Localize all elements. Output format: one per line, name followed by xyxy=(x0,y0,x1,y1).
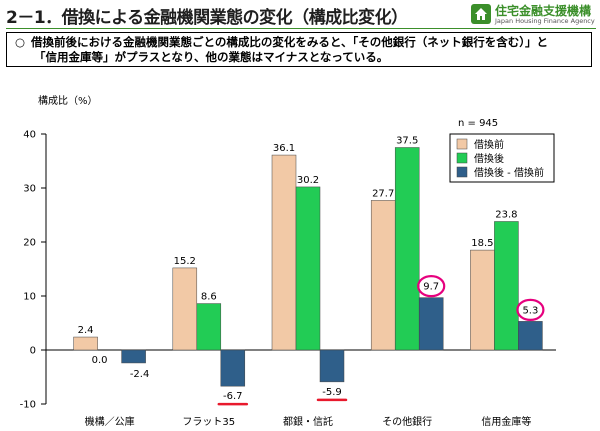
bar-3 xyxy=(220,349,246,387)
data-label: 15.2 xyxy=(174,256,196,267)
legend-label: 借換後 - 借換前 xyxy=(474,166,544,179)
y-tick-label: -10 xyxy=(20,400,36,411)
bar-1 xyxy=(73,336,98,351)
data-label: 8.6 xyxy=(201,292,217,303)
bar-chart: 構成比（%） n = 945 -10 0 10 20 30 40 2.4 0.0 -2.4 機構／… xyxy=(20,94,556,428)
logo: 住宅金融支援機構 Japan Housing Finance Agency xyxy=(470,2,596,30)
legend-swatch xyxy=(456,166,468,178)
y-tick-label: 10 xyxy=(23,292,36,303)
summary-box: ○ 借換前後における金融機関業態ごとの構成比の変化をみると、「その他銀行（ネット銀… xyxy=(6,32,592,67)
x-tick-label: フラット35 xyxy=(182,416,235,428)
legend-label: 借換前 xyxy=(474,138,504,151)
bar-3 xyxy=(418,297,444,351)
plot-area: -10 0 10 20 30 40 2.4 0.0 -2.4 機構／公庫 15.2 8.6 -6.7 フラ… xyxy=(20,130,556,428)
y-tick-label: 20 xyxy=(23,238,36,249)
bar-3 xyxy=(518,321,543,351)
bar-1 xyxy=(271,154,297,351)
bar-2 xyxy=(394,147,420,351)
data-label: 23.8 xyxy=(495,209,517,220)
summary-line-2: 「信用金庫等」がプラスとなり、他の業態はマイナスとなっている。 xyxy=(34,50,389,64)
legend-swatch xyxy=(456,152,468,164)
header-divider xyxy=(6,28,596,29)
highlight-circle xyxy=(516,298,545,321)
data-label: 5.3 xyxy=(522,305,538,316)
data-label: 18.5 xyxy=(471,238,493,249)
bar-1 xyxy=(370,200,396,351)
bar-3 xyxy=(121,349,146,364)
logo-text-jp: 住宅金融支援機構 xyxy=(495,4,592,18)
data-label: -2.4 xyxy=(130,369,150,380)
page-title: 2－1．借換による金融機関業態の変化（構成比変化） xyxy=(6,8,408,28)
y-tick-label: 40 xyxy=(23,130,36,141)
data-label: 37.5 xyxy=(396,136,418,147)
data-label: -5.9 xyxy=(322,387,342,398)
data-label: 36.1 xyxy=(273,143,295,154)
data-label: 0.0 xyxy=(92,355,108,366)
data-label: 9.7 xyxy=(423,282,439,293)
bar-2 xyxy=(295,186,321,351)
highlight-circle xyxy=(417,275,446,298)
logo-text-en: Japan Housing Finance Agency xyxy=(495,17,595,25)
legend-label: 借換後 xyxy=(474,152,504,165)
data-label: -6.7 xyxy=(223,391,243,402)
data-label: 30.2 xyxy=(297,175,319,186)
y-tick-label: 0 xyxy=(30,346,36,357)
sample-size-label: n = 945 xyxy=(458,118,498,129)
bar-2 xyxy=(196,303,222,351)
x-tick-label: 信用金庫等 xyxy=(481,415,531,428)
bar-1 xyxy=(470,249,495,351)
data-label: 27.7 xyxy=(372,188,394,199)
x-tick-label: 都銀・信託 xyxy=(283,415,333,428)
data-label: 2.4 xyxy=(78,325,94,336)
y-axis-label: 構成比（%） xyxy=(38,94,98,107)
x-tick-label: その他銀行 xyxy=(382,415,432,428)
house-logo-icon xyxy=(471,4,491,24)
legend-box xyxy=(449,133,555,183)
bar-3 xyxy=(319,349,345,383)
bullet-icon: ○ xyxy=(15,35,26,49)
legend-swatch xyxy=(456,138,468,150)
y-tick-label: 30 xyxy=(23,184,36,195)
bar-2 xyxy=(494,221,519,351)
x-tick-label: 機構／公庫 xyxy=(85,415,135,428)
bar-1 xyxy=(172,267,198,351)
summary-line-1: ○ 借換前後における金融機関業態ごとの構成比の変化をみると、「その他銀行（ネット銀… xyxy=(15,35,548,49)
